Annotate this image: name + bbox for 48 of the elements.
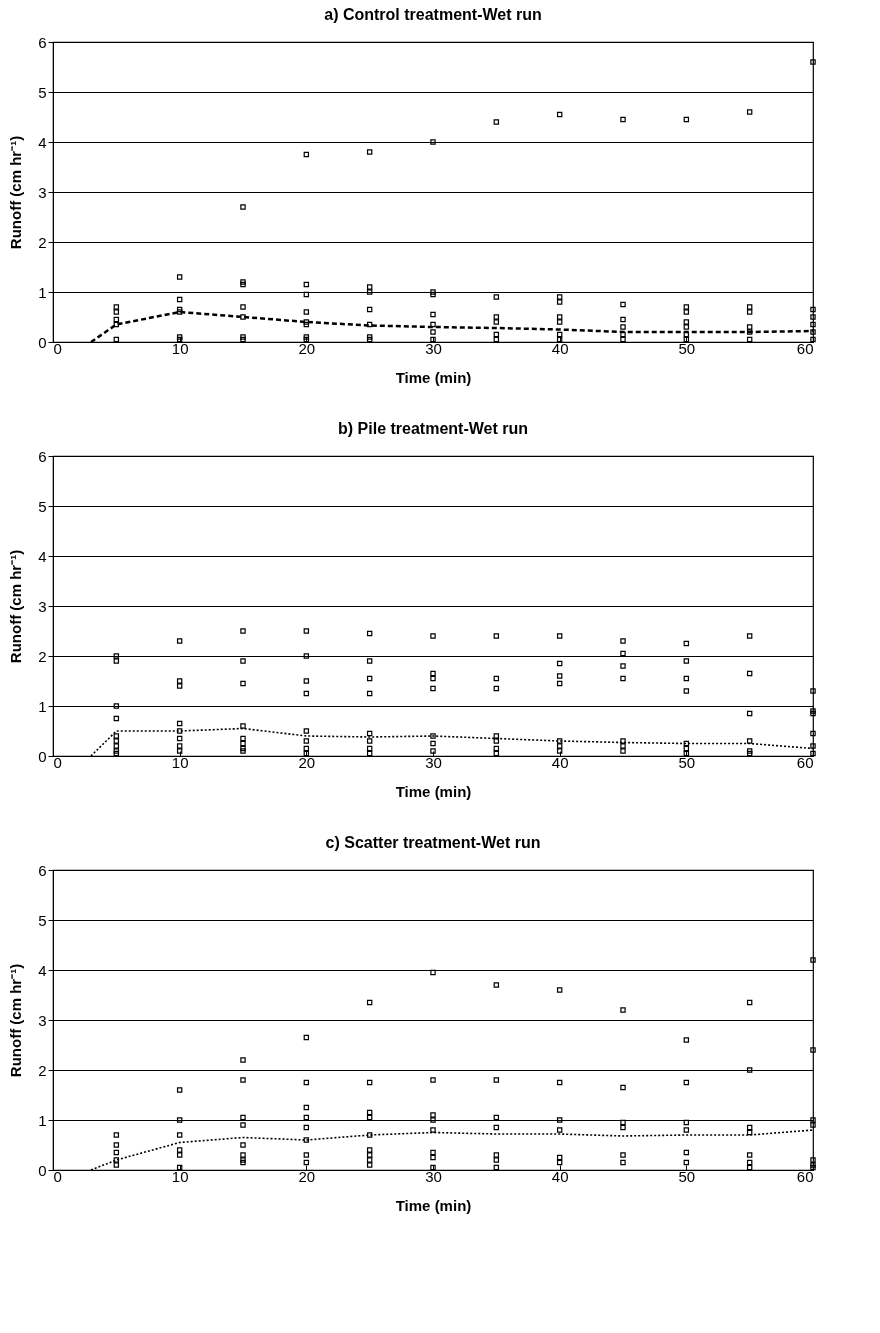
y-tick-label: 6 — [38, 33, 47, 51]
chart-title: c) Scatter treatment-Wet run — [325, 834, 541, 851]
y-tick-label: 4 — [38, 547, 47, 565]
x-tick-label: 50 — [678, 1167, 696, 1185]
x-axis-title: Time (min) — [395, 782, 472, 800]
x-tick-label: 60 — [796, 1167, 814, 1185]
y-tick-label: 6 — [38, 861, 47, 879]
y-tick-label: 2 — [38, 233, 47, 251]
x-tick-label: 30 — [425, 339, 442, 357]
x-axis-title: Time (min) — [395, 1196, 472, 1214]
y-tick-label: 4 — [38, 133, 47, 151]
y-tick-label: 5 — [38, 83, 47, 101]
x-tick-label: 20 — [298, 1167, 316, 1185]
y-tick-label: 3 — [38, 1011, 47, 1029]
x-tick-label: 50 — [678, 339, 696, 357]
y-tick-label: 6 — [38, 447, 47, 465]
x-tick-label: 60 — [796, 339, 814, 357]
x-tick-label: 0 — [53, 1167, 62, 1185]
y-axis-title: Runoff (cm hr⁻¹) — [7, 549, 25, 664]
y-tick-label: 2 — [38, 647, 47, 665]
x-tick-label: 10 — [171, 1167, 189, 1185]
y-tick-label: 5 — [38, 497, 47, 515]
x-tick-label: 10 — [171, 339, 189, 357]
x-tick-label: 50 — [678, 753, 696, 771]
x-tick-label: 30 — [425, 1167, 442, 1185]
x-tick-label: 40 — [551, 753, 569, 771]
chart-title: a) Control treatment-Wet run — [324, 6, 542, 23]
y-axis-title: Runoff (cm hr⁻¹) — [7, 963, 25, 1078]
y-tick-label: 3 — [38, 597, 47, 615]
y-axis-title: Runoff (cm hr⁻¹) — [7, 135, 25, 250]
y-tick-label: 5 — [38, 911, 47, 929]
x-tick-label: 40 — [551, 1167, 569, 1185]
y-tick-label: 1 — [38, 283, 47, 301]
y-tick-label: 3 — [38, 183, 47, 201]
x-tick-label: 60 — [796, 753, 814, 771]
y-tick-label: 4 — [38, 961, 47, 979]
x-axis-title: Time (min) — [395, 368, 472, 386]
x-tick-label: 10 — [171, 753, 189, 771]
y-tick-label: 2 — [38, 1061, 47, 1079]
x-tick-label: 0 — [53, 753, 62, 771]
x-tick-label: 40 — [551, 339, 569, 357]
x-tick-label: 0 — [53, 339, 62, 357]
x-tick-label: 20 — [298, 339, 316, 357]
y-tick-label: 1 — [38, 697, 47, 715]
x-tick-label: 20 — [298, 753, 316, 771]
x-tick-label: 30 — [425, 753, 442, 771]
y-tick-label: 1 — [38, 1111, 47, 1129]
chart-title: b) Pile treatment-Wet run — [338, 420, 528, 437]
